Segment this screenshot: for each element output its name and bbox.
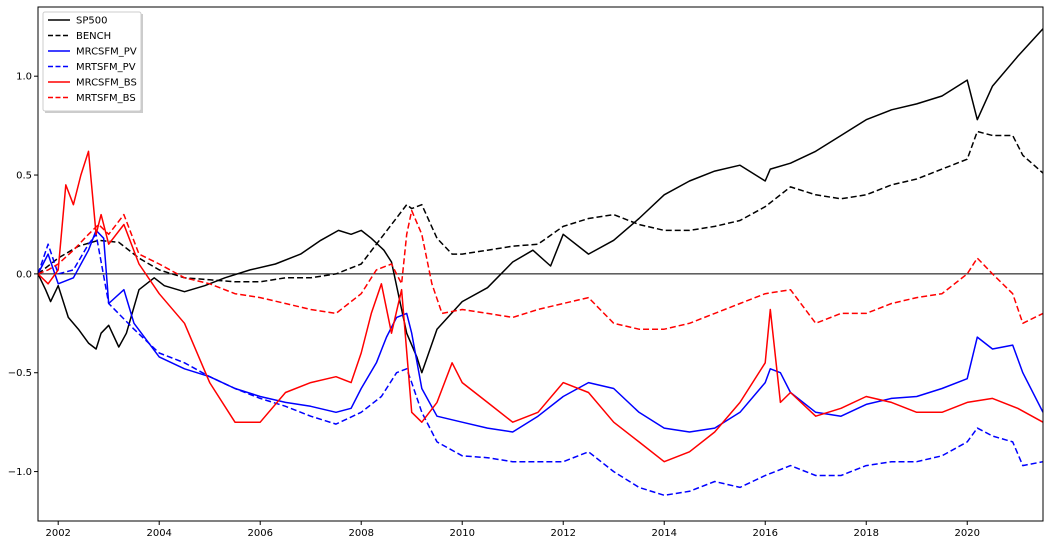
- y-tick-label: 0.0: [16, 269, 32, 280]
- legend-box: [42, 11, 142, 112]
- series-line-mrcsfm-bs: [37, 150, 1044, 463]
- x-tick-label: 2018: [854, 528, 879, 539]
- y-tick-label: 1.0: [16, 72, 32, 83]
- series-line-mrcsfm-pv: [37, 229, 1044, 433]
- x-tick-label: 2014: [652, 528, 677, 539]
- legend-label: BENCH: [76, 31, 111, 42]
- x-tick-label: 2006: [247, 528, 272, 539]
- y-axis: −1.0 −0.5 0.0 0.5 1.0: [8, 72, 38, 478]
- x-axis: 2002 2004 2006 2008 2010 2012 2014 2016 2018 2020: [45, 521, 980, 539]
- y-tick-label: −1.0: [8, 467, 32, 478]
- x-tick-label: 2008: [348, 528, 373, 539]
- series-line-mrtsfm-pv: [37, 233, 1044, 497]
- legend-label: MRCSFM_BS: [76, 78, 137, 89]
- x-tick-label: 2010: [449, 528, 474, 539]
- plot-frame: [37, 6, 1044, 522]
- x-tick-label: 2020: [955, 528, 980, 539]
- x-tick-label: 2004: [146, 528, 171, 539]
- legend-label: MRCSFM_PV: [76, 47, 137, 58]
- legend-label: SP500: [76, 16, 107, 27]
- legend: SP500 BENCH MRCSFM_PV MRTSFM_PV MRCSFM_BS MRT…: [42, 11, 143, 113]
- series-line-sp500: [37, 28, 1044, 374]
- y-tick-label: −0.5: [8, 368, 32, 379]
- series-line-bench: [37, 130, 1044, 283]
- x-tick-label: 2016: [753, 528, 778, 539]
- legend-label: MRTSFM_BS: [76, 93, 136, 104]
- y-tick-label: 0.5: [16, 171, 32, 182]
- x-tick-label: 2012: [550, 528, 575, 539]
- series-line-mrtsfm-bs: [37, 209, 1044, 330]
- legend-label: MRTSFM_PV: [76, 62, 136, 73]
- x-tick-label: 2002: [45, 528, 70, 539]
